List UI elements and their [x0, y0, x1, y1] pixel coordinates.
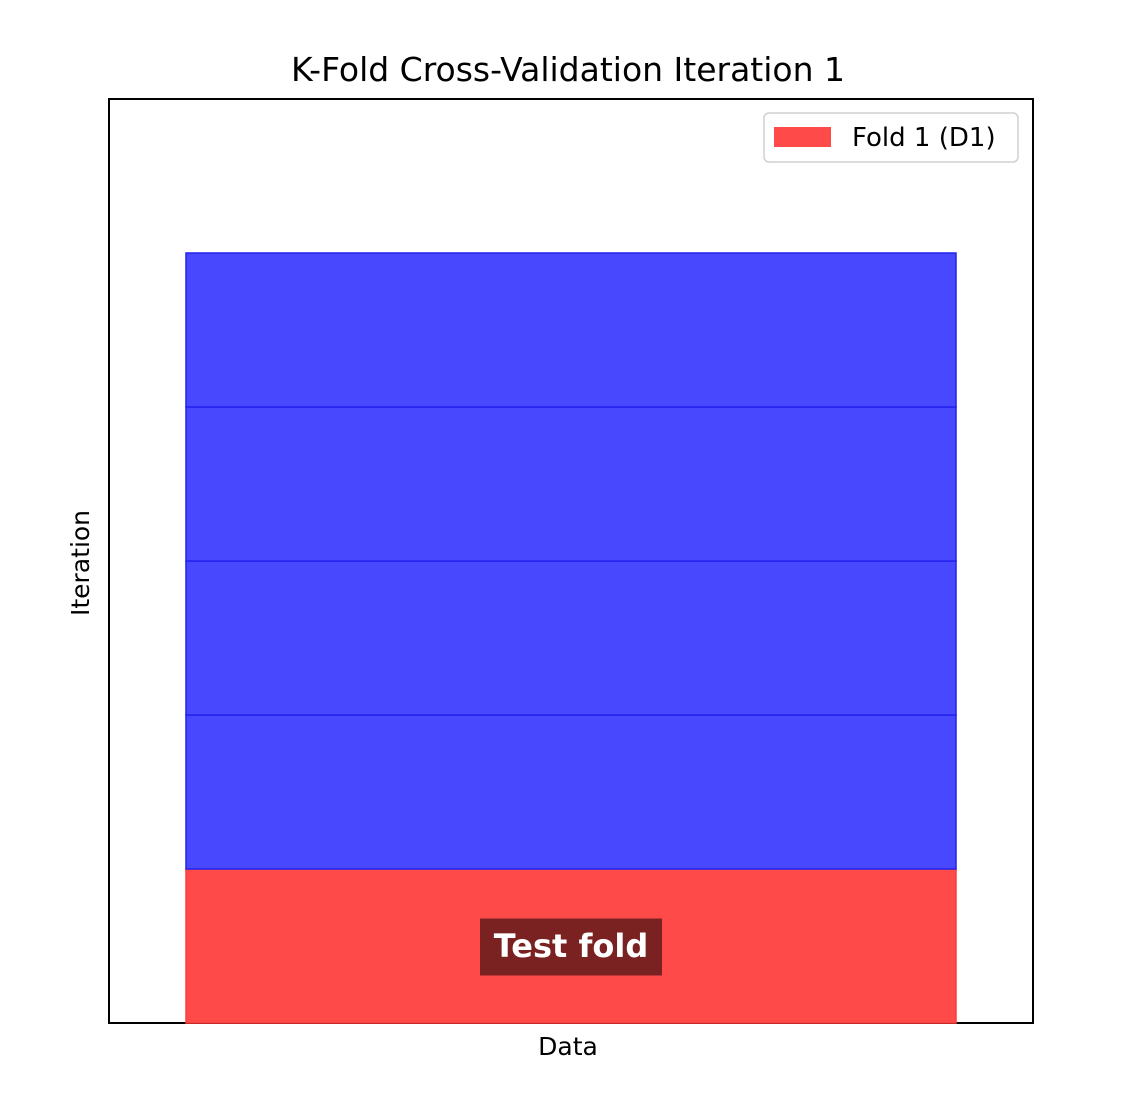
fold-bar-2-train: [185, 714, 957, 870]
test-fold-annotation-box: [480, 918, 662, 976]
chart-title: K-Fold Cross-Validation Iteration 1: [291, 50, 845, 89]
folds-group: [185, 252, 957, 1024]
legend-swatch-fold-1: [774, 127, 831, 147]
legend-frame: [763, 112, 1019, 163]
fold-bar-4-train: [185, 406, 957, 562]
fold-bar-5-train: [185, 252, 957, 408]
y-axis-label: Iteration: [66, 510, 95, 616]
test-fold-annotation: Test fold: [494, 927, 649, 965]
fold-bar-3-train: [185, 560, 957, 716]
annotation-group: Test fold: [480, 918, 662, 976]
legend: Fold 1 (D1): [763, 112, 1019, 163]
legend-entry-fold-1: Fold 1 (D1): [852, 123, 996, 153]
x-axis-label: Data: [538, 1032, 598, 1061]
